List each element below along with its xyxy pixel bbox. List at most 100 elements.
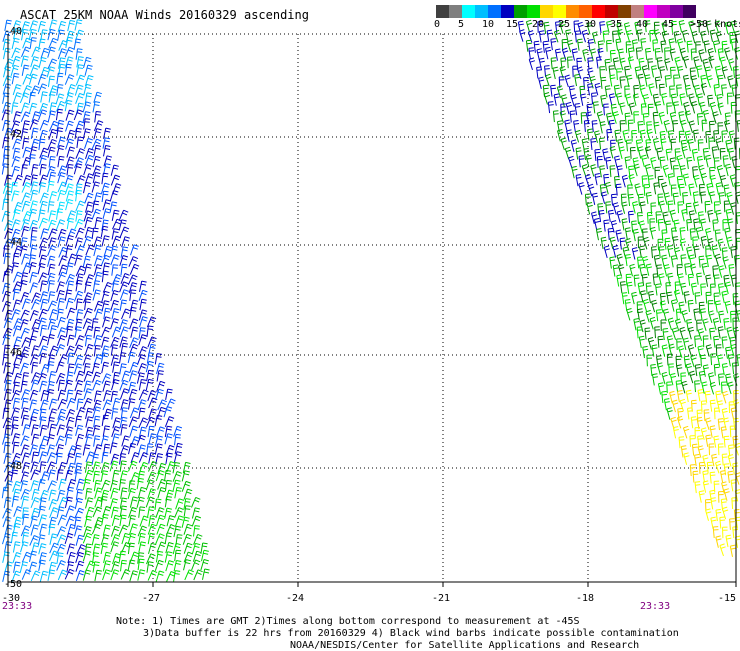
- wind-barb: [40, 325, 47, 336]
- wind-barb: [65, 184, 73, 194]
- wind-barb: [120, 327, 129, 337]
- wind-barb: [129, 389, 137, 400]
- wind-barb: [718, 284, 723, 296]
- wind-barb: [122, 309, 131, 319]
- wind-barb: [95, 112, 101, 123]
- wind-barb: [110, 443, 117, 454]
- wind-barb: [610, 257, 615, 269]
- wind-barb: [692, 102, 698, 114]
- wind-barb: [628, 57, 634, 69]
- wind-barb: [689, 327, 695, 339]
- wind-barb: [58, 156, 65, 167]
- wind-barb: [30, 551, 37, 562]
- wind-barb: [654, 122, 659, 134]
- wind-barb: [185, 570, 194, 580]
- wind-barb: [110, 191, 118, 202]
- wind-barb: [131, 245, 139, 255]
- wind-barb: [714, 293, 719, 304]
- wind-barb: [730, 337, 735, 349]
- wind-barb: [173, 543, 181, 554]
- wind-barb: [57, 425, 65, 436]
- wind-barb: [696, 42, 701, 53]
- wind-barb: [58, 462, 66, 473]
- wind-barb: [85, 516, 92, 527]
- wind-barb: [93, 102, 100, 113]
- wind-barb: [640, 264, 646, 276]
- y-label-2: -42: [4, 129, 22, 140]
- wind-barb: [111, 255, 120, 265]
- wind-barb: [687, 319, 692, 331]
- wind-barb: [137, 435, 146, 445]
- wind-barb: [139, 453, 148, 463]
- wind-barb: [677, 176, 682, 188]
- wind-barb: [683, 56, 689, 68]
- wind-barb: [719, 311, 725, 323]
- wind-barb: [140, 516, 148, 526]
- wind-barb: [544, 93, 550, 105]
- legend-swatch: [579, 5, 592, 18]
- wind-barb: [645, 164, 650, 176]
- wind-barb: [111, 454, 119, 464]
- legend-label: 45: [662, 19, 674, 30]
- wind-barb: [728, 382, 734, 394]
- wind-barb: [94, 265, 102, 276]
- wind-barb: [645, 147, 651, 159]
- wind-barb: [598, 48, 604, 60]
- wind-barb: [22, 570, 31, 580]
- wind-barb: [694, 130, 699, 142]
- wind-barb: [57, 209, 64, 220]
- wind-barb: [706, 435, 711, 447]
- legend-swatch: [631, 5, 644, 18]
- wind-barb: [734, 255, 739, 267]
- wind-barb: [58, 299, 65, 310]
- wind-barb: [723, 391, 729, 403]
- wind-barb: [40, 164, 47, 175]
- wind-barb: [75, 470, 82, 481]
- wind-barb: [84, 119, 90, 130]
- wind-barb: [32, 425, 39, 436]
- legend-label: 25: [558, 19, 570, 30]
- wind-barb: [76, 49, 82, 60]
- wind-barb: [120, 515, 127, 526]
- wind-barb: [731, 203, 737, 215]
- wind-barb: [103, 381, 111, 392]
- x-label-2: -27: [142, 593, 160, 604]
- wind-barb: [30, 272, 38, 283]
- wind-barb: [598, 41, 603, 53]
- wind-barb: [648, 176, 653, 188]
- wind-barb: [29, 155, 36, 166]
- wind-barb: [2, 211, 10, 222]
- wind-barb: [21, 408, 29, 419]
- wind-barb: [58, 237, 66, 248]
- wind-barb: [75, 453, 82, 464]
- wind-barb: [632, 221, 637, 232]
- wind-barb: [174, 561, 181, 572]
- wind-barb: [30, 283, 38, 293]
- wind-barb: [32, 165, 39, 176]
- wind-barb: [677, 416, 683, 428]
- legend-label: 20: [532, 19, 544, 30]
- wind-barb: [130, 290, 136, 301]
- legend-swatch: [657, 5, 670, 18]
- wind-barb: [68, 463, 76, 474]
- wind-barb: [660, 293, 665, 305]
- wind-barb: [121, 570, 130, 580]
- legend-swatch: [566, 5, 579, 18]
- wind-barb: [31, 190, 38, 201]
- wind-barb: [40, 409, 47, 420]
- wind-barb: [588, 58, 593, 69]
- wind-barb: [622, 175, 628, 187]
- wind-barb: [702, 263, 708, 275]
- wind-barb: [66, 506, 75, 516]
- wind-barb: [139, 542, 146, 553]
- wind-barb: [148, 524, 156, 534]
- wind-barb: [553, 67, 559, 79]
- wind-barb: [654, 183, 659, 195]
- wind-barb: [40, 571, 48, 582]
- wind-barb: [611, 104, 616, 116]
- wind-barb: [656, 102, 661, 114]
- wind-barb: [579, 183, 585, 195]
- wind-barb: [103, 426, 110, 437]
- wind-barb: [684, 292, 690, 304]
